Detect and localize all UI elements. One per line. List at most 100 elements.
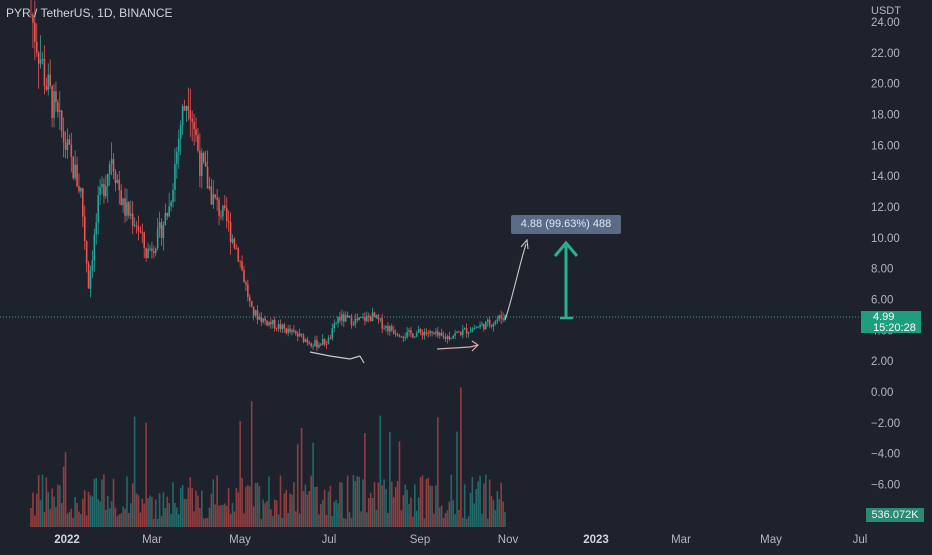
volume-bar bbox=[314, 487, 316, 527]
candle-body bbox=[216, 197, 218, 200]
volume-bar bbox=[419, 477, 422, 527]
volume-bar bbox=[450, 474, 453, 527]
volume-bar bbox=[435, 485, 437, 527]
y-tick-label: 10.00 bbox=[871, 233, 900, 245]
volume-bar bbox=[197, 495, 199, 527]
candle-body bbox=[369, 317, 372, 322]
volume-bar bbox=[112, 478, 115, 527]
candle-body bbox=[174, 164, 176, 190]
measure-arrow-head bbox=[553, 240, 579, 257]
candle-body bbox=[402, 336, 405, 338]
candle-body bbox=[358, 317, 360, 321]
candle-body bbox=[467, 332, 470, 334]
volume-bar bbox=[471, 477, 474, 527]
volume-bar bbox=[463, 484, 466, 527]
candle-body bbox=[254, 310, 257, 316]
candle-body bbox=[412, 333, 414, 338]
candle-body bbox=[477, 327, 479, 329]
candle-body bbox=[124, 198, 126, 216]
candle-body bbox=[85, 241, 88, 264]
volume-bar bbox=[143, 503, 146, 527]
candle-body bbox=[373, 312, 376, 318]
volume-bar bbox=[128, 512, 130, 527]
x-tick-label: 2022 bbox=[54, 534, 80, 546]
volume-bar bbox=[151, 496, 153, 527]
volume-bar bbox=[164, 507, 167, 527]
volume-bar bbox=[421, 475, 424, 527]
y-tick-label: 6.00 bbox=[871, 295, 893, 307]
volume-bar bbox=[139, 512, 142, 527]
volume-bar bbox=[105, 509, 107, 527]
candle-body bbox=[389, 326, 391, 332]
volume-bar bbox=[360, 511, 362, 527]
volume-bars bbox=[30, 387, 506, 527]
price-axis[interactable]: 24.00 22.00 20.00 18.00 16.00 14.00 12.00 10.00… bbox=[871, 17, 900, 492]
projection-arrow bbox=[504, 243, 527, 321]
volume-bar bbox=[220, 504, 222, 527]
candle-body bbox=[415, 333, 418, 337]
x-tick-label: May bbox=[229, 534, 251, 546]
volume-value-tag: 536.072K bbox=[866, 508, 924, 522]
volume-bar bbox=[385, 489, 387, 527]
volume-bar bbox=[53, 496, 55, 527]
candle-body bbox=[485, 321, 487, 330]
volume-bar bbox=[256, 482, 259, 527]
candle-body bbox=[454, 332, 456, 336]
volume-bar bbox=[129, 503, 132, 527]
volume-bar bbox=[350, 518, 353, 527]
volume-bar bbox=[248, 486, 251, 527]
time-axis[interactable]: 2022 Mar May Jul Sep Nov 2023 Mar May Jul bbox=[54, 534, 867, 546]
volume-bar bbox=[456, 431, 458, 527]
candle-body bbox=[110, 159, 113, 165]
volume-bar bbox=[373, 482, 376, 527]
candle-body bbox=[241, 261, 243, 270]
symbol-title[interactable]: PYR / TetherUS, 1D, BINANCE bbox=[6, 6, 173, 20]
volume-bar bbox=[252, 506, 255, 527]
candle-body bbox=[162, 225, 165, 238]
volume-bar bbox=[367, 498, 370, 527]
candle-body bbox=[133, 225, 136, 227]
volume-bar bbox=[66, 513, 69, 527]
volume-bar bbox=[383, 479, 385, 527]
candle-body bbox=[421, 331, 424, 336]
volume-bar bbox=[99, 501, 101, 527]
candle-body bbox=[321, 339, 324, 346]
volume-bar bbox=[452, 500, 454, 527]
volume-bar bbox=[199, 507, 201, 527]
candle-body bbox=[492, 323, 495, 327]
candle-body bbox=[442, 335, 445, 338]
volume-bar bbox=[237, 492, 240, 527]
volume-bar bbox=[135, 493, 138, 527]
candle-body bbox=[193, 121, 195, 130]
volume-bar bbox=[137, 495, 140, 527]
x-tick-label: Mar bbox=[671, 534, 691, 546]
candle-body bbox=[350, 315, 353, 325]
volume-bar bbox=[287, 512, 289, 527]
volume-bar bbox=[477, 481, 479, 527]
candle-body bbox=[195, 129, 197, 136]
volume-bar bbox=[312, 442, 314, 527]
candle-body bbox=[475, 327, 478, 329]
volume-bar bbox=[62, 466, 65, 527]
candle-body bbox=[60, 110, 63, 132]
volume-bar bbox=[295, 511, 297, 527]
candle-body bbox=[483, 323, 485, 330]
candle-body bbox=[245, 282, 247, 285]
candle-body bbox=[360, 317, 362, 319]
candle-body bbox=[367, 315, 370, 318]
candle-body bbox=[481, 323, 483, 325]
measure-label[interactable]: 4.88 (99.63%) 488 bbox=[511, 215, 621, 234]
volume-bar bbox=[41, 474, 44, 527]
volume-bar bbox=[177, 514, 180, 527]
volume-bar bbox=[206, 517, 209, 527]
y-tick-label: 20.00 bbox=[871, 79, 900, 91]
volume-bar bbox=[145, 422, 147, 527]
volume-bar bbox=[70, 508, 73, 527]
volume-bar bbox=[431, 485, 433, 527]
volume-bar bbox=[417, 497, 420, 527]
candle-body bbox=[383, 327, 385, 329]
volume-bar bbox=[262, 499, 265, 527]
candle-body bbox=[298, 333, 301, 337]
